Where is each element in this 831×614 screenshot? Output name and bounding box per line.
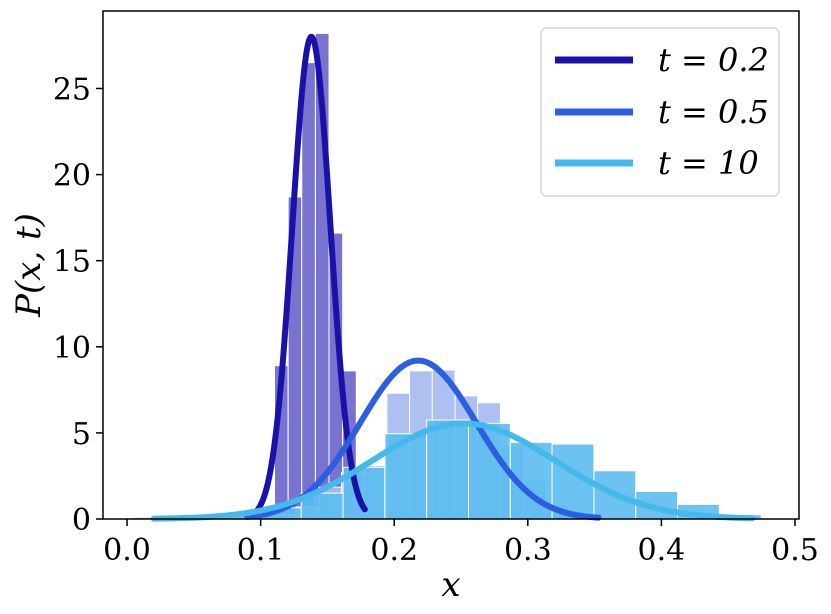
y-tick-label: 10	[53, 331, 91, 366]
y-tick-label: 0	[72, 503, 91, 538]
x-axis-label: x	[441, 565, 460, 605]
legend-label-t02: t = 0.2	[658, 41, 769, 79]
x-tick-label: 0.3	[504, 533, 552, 568]
y-tick-label: 15	[53, 245, 91, 280]
legend-label-t10: t = 10	[658, 144, 759, 182]
y-axis-label: P(x, t)	[9, 213, 49, 318]
hist-bar-series-2	[468, 422, 511, 520]
density-curves	[150, 33, 756, 522]
hist-bar-series-0	[301, 62, 316, 520]
y-tick-label: 25	[53, 72, 91, 107]
legend: t = 0.2 t = 0.5 t = 10	[540, 27, 780, 197]
y-axis-ticks: 0 5 10 15 20 25	[53, 72, 103, 538]
legend-box	[540, 27, 780, 197]
x-tick-label: 0.5	[771, 533, 819, 568]
x-tick-label: 0.0	[103, 533, 151, 568]
x-tick-label: 0.2	[370, 533, 418, 568]
y-tick-label: 20	[53, 159, 91, 194]
y-tick-label: 5	[72, 417, 91, 452]
legend-label-t05: t = 0.5	[658, 93, 769, 131]
x-tick-label: 0.4	[638, 533, 686, 568]
plot-frame	[102, 10, 800, 520]
density-curve-series-0	[253, 33, 368, 515]
hist-bar-series-2	[426, 419, 470, 520]
x-axis-ticks: 0.0 0.1 0.2 0.3 0.4 0.5	[103, 519, 819, 568]
density-curve-series-2	[150, 420, 756, 522]
x-tick-label: 0.1	[237, 533, 285, 568]
